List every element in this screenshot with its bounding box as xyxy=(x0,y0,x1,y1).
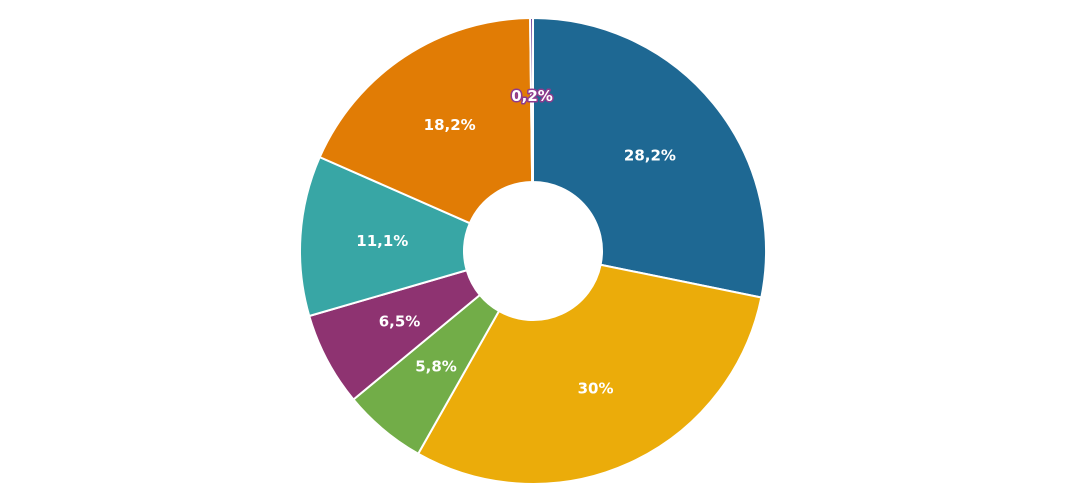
slice-1[interactable] xyxy=(416,263,763,485)
slice-label-1: 30% xyxy=(578,379,614,397)
slices-group xyxy=(299,16,767,485)
slice-label-3: 6,5% xyxy=(379,313,421,331)
slice-4[interactable] xyxy=(299,155,472,318)
slice-label-2: 5,8% xyxy=(415,358,457,376)
slice-0[interactable] xyxy=(532,16,767,299)
slice-5[interactable] xyxy=(318,17,534,225)
slice-label-4: 11,1% xyxy=(356,232,408,250)
slice-6[interactable] xyxy=(529,16,534,184)
slice-label-0: 28,2% xyxy=(624,146,676,164)
labels-group: 28,2% 30% 5,8% 6,5% 11,1% 18,2% 0,2% xyxy=(356,86,676,398)
slice-label-6: 0,2% xyxy=(511,87,553,105)
slice-label-5: 18,2% xyxy=(424,116,476,134)
